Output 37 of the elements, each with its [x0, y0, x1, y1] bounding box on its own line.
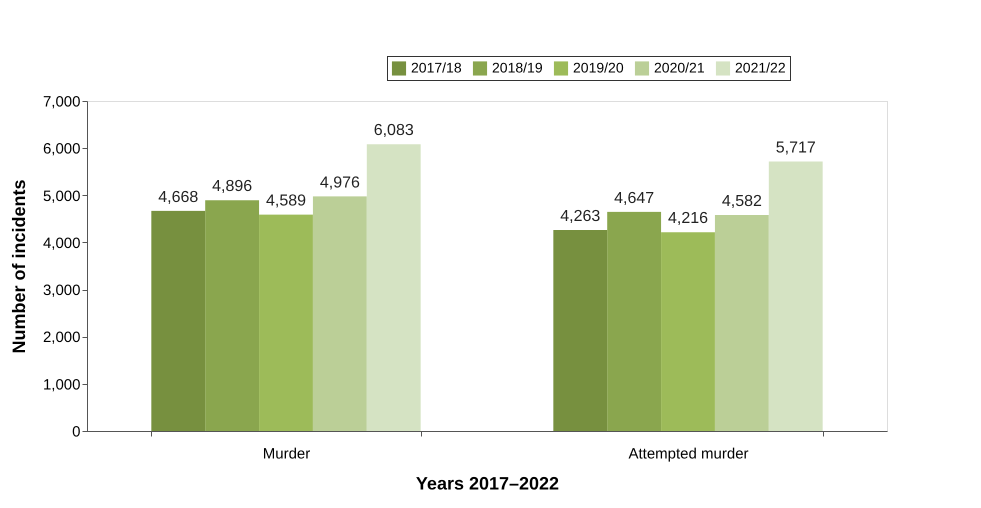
bar [366, 144, 421, 431]
data-label: 4,589 [266, 192, 306, 210]
bar [553, 230, 608, 431]
y-tick-label: 1,000 [42, 376, 80, 394]
y-tick-label: 4,000 [42, 234, 80, 252]
x-tick-label: Murder [262, 446, 310, 462]
data-label: 4,896 [212, 178, 252, 196]
bar [714, 214, 769, 431]
y-tick-label: 6,000 [42, 140, 80, 158]
bar [259, 214, 313, 431]
legend-label: 2020/21 [654, 59, 705, 76]
y-tick-label: 0 [72, 424, 80, 440]
y-tick-label: 2,000 [42, 329, 80, 346]
y-tick-label: 5,000 [42, 188, 80, 205]
legend-label: 2018/19 [492, 59, 543, 76]
data-label: 4,582 [722, 192, 762, 210]
legend-label: 2017/18 [411, 59, 462, 76]
x-axis-title: Years 2017–2022 [416, 474, 560, 494]
data-label: 4,216 [668, 210, 708, 228]
y-tick-label: 7,000 [42, 94, 80, 110]
bar [661, 232, 715, 431]
y-tick-label: 3,000 [42, 282, 80, 300]
data-label: 5,717 [776, 139, 816, 156]
bar [151, 210, 206, 431]
data-label: 4,647 [614, 190, 654, 207]
legend-label: 2019/20 [573, 59, 624, 76]
bar [312, 196, 367, 431]
data-label: 4,976 [320, 174, 360, 192]
legend-label: 2021/22 [735, 59, 786, 76]
data-label: 6,083 [374, 122, 414, 140]
y-axis-title: Number of incidents [8, 179, 29, 354]
bar [607, 212, 662, 431]
bar [768, 161, 823, 431]
data-label: 4,668 [158, 188, 198, 206]
x-tick-label: Attempted murder [628, 446, 749, 462]
bar [205, 200, 260, 431]
data-label: 4,263 [560, 208, 600, 226]
